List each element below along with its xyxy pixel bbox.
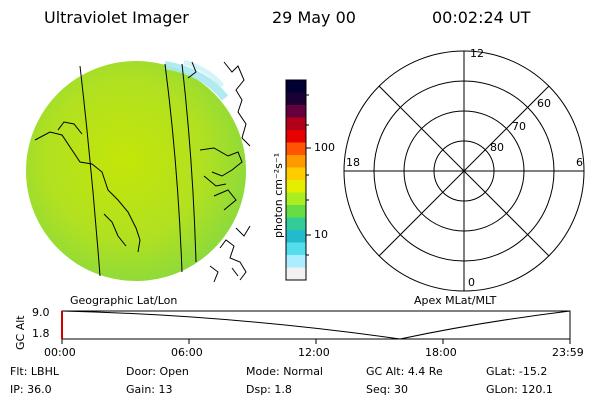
mlat-label-60: 60 <box>537 97 551 110</box>
info-glon: GLon: 120.1 <box>486 383 553 396</box>
info-flt: Flt: LBHL <box>10 365 59 378</box>
mlt-label-18: 18 <box>346 156 360 169</box>
colorbar-cell <box>286 117 306 131</box>
colorbar-cell <box>286 80 306 93</box>
left-panel-caption: Geographic Lat/Lon <box>70 294 178 307</box>
info-gain: Gain: 13 <box>126 383 173 396</box>
polar-plot <box>343 50 585 292</box>
timeline-xtick-1200: 12:00 <box>298 346 330 359</box>
info-gc-alt: GC Alt: 4.4 Re <box>366 365 443 378</box>
colorbar-tick-100: 100 <box>314 141 335 154</box>
colorbar-cell <box>286 180 306 193</box>
info-dsp: Dsp: 1.8 <box>246 383 292 396</box>
colorbar-unit-label: photon cm⁻²s⁻¹ <box>272 152 285 238</box>
timeline-xtick-0000: 00:00 <box>44 346 76 359</box>
mlat-label-80: 80 <box>490 141 504 154</box>
colorbar-cell <box>286 142 306 156</box>
date-label: 29 May 00 <box>272 8 356 27</box>
colorbar-cell <box>286 205 306 218</box>
mlt-label-12: 12 <box>470 47 484 60</box>
uv-image-disc <box>26 59 246 281</box>
colorbar-cell <box>286 230 306 243</box>
app-title: Ultraviolet Imager <box>44 8 189 27</box>
meridian-lines <box>79 63 197 277</box>
info-glat: GLat: -15.2 <box>486 365 548 378</box>
info-seq: Seq: 30 <box>366 383 408 396</box>
info-mode: Mode: Normal <box>246 365 323 378</box>
colorbar-cell <box>286 242 306 256</box>
colorbar-cell <box>286 217 306 231</box>
timeline-ytick-1-8: 1.8 <box>32 327 50 340</box>
colorbar-cell <box>286 155 306 168</box>
timeline-xtick-0600: 06:00 <box>171 346 203 359</box>
right-panel-caption: Apex MLat/MLT <box>414 294 497 307</box>
timeline-ytick-9: 9.0 <box>32 306 50 319</box>
info-ip: IP: 36.0 <box>10 383 52 396</box>
coastlines <box>34 61 251 283</box>
colorbar-cell <box>286 167 306 181</box>
timeline-xtick-1800: 18:00 <box>425 346 457 359</box>
colorbar-cell <box>286 105 306 118</box>
colorbar-tick-10: 10 <box>314 228 328 241</box>
mlt-label-6: 6 <box>576 156 583 169</box>
colorbar-cell <box>286 192 306 206</box>
info-door: Door: Open <box>126 365 189 378</box>
timeline-ylabel: GC Alt <box>14 315 27 350</box>
time-label: 00:02:24 UT <box>432 8 531 27</box>
mlt-label-0: 0 <box>468 276 475 289</box>
mlat-label-70: 70 <box>512 120 526 133</box>
timeline-xtick-2359: 23:59 <box>552 346 584 359</box>
colorbar-cell <box>286 92 306 106</box>
colorbar-cell <box>286 255 306 268</box>
altitude-timeline <box>61 310 571 344</box>
colorbar-cell <box>286 267 306 281</box>
colorbar <box>285 79 311 281</box>
colorbar-cell <box>286 130 306 143</box>
